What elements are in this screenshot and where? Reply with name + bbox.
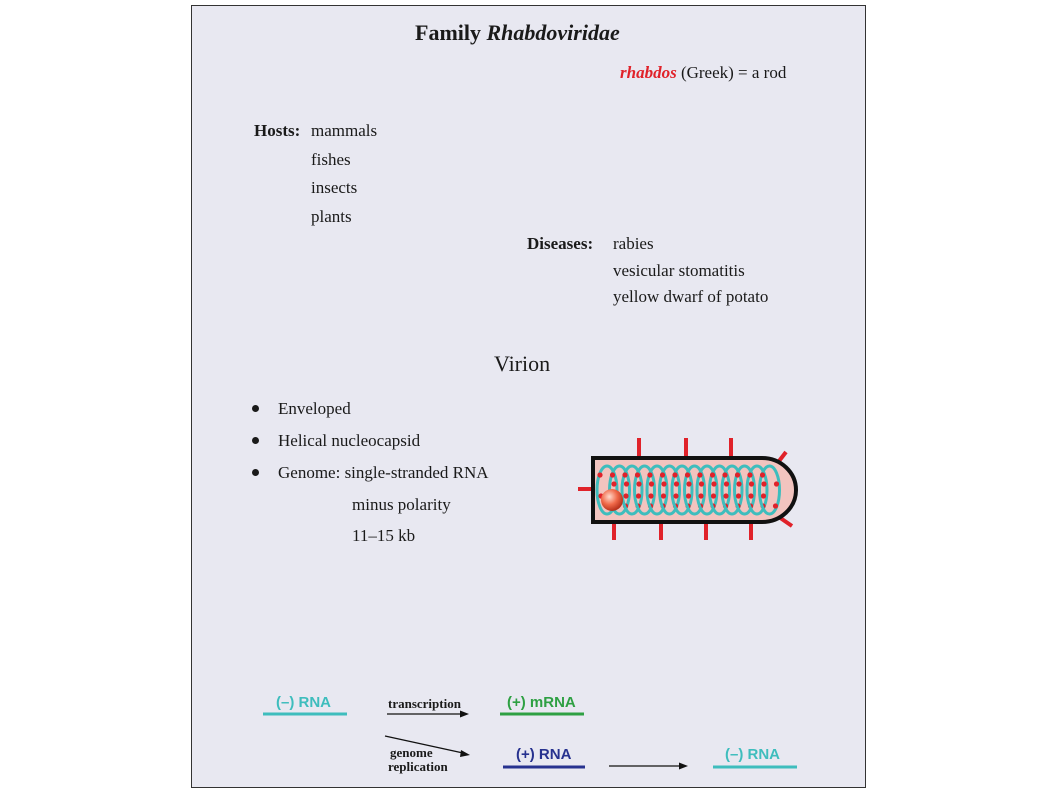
- nucleoprotein-dot: [672, 472, 678, 478]
- genome-label: genome: [390, 745, 433, 760]
- nucleoprotein-dot: [723, 493, 729, 499]
- nucleoprotein-dot: [609, 472, 616, 478]
- genome-size: 11–15 kb: [352, 526, 416, 545]
- nucleoprotein-dot: [722, 472, 728, 478]
- nucleoprotein-dot: [673, 493, 679, 499]
- bullet-dot: [252, 437, 259, 444]
- figure-panel: [191, 5, 866, 788]
- nucleoprotein-dot: [622, 472, 628, 478]
- nucleoprotein-dot: [748, 481, 755, 487]
- nucleoprotein-dot: [710, 493, 717, 499]
- family-prefix: Family: [415, 20, 481, 45]
- nucleoprotein-dot: [698, 481, 705, 487]
- polymerase-ball: [601, 489, 623, 511]
- minus-rna-label: (–) RNA: [276, 694, 331, 711]
- virion-bullet: Enveloped: [278, 399, 351, 418]
- host-item: insects: [311, 178, 358, 197]
- virion-heading: Virion: [494, 351, 551, 376]
- host-item: fishes: [311, 150, 351, 169]
- nucleoprotein-dot: [661, 481, 667, 487]
- disease-item: vesicular stomatitis: [613, 261, 745, 280]
- helix-turn: [695, 464, 719, 516]
- helix-turn: [708, 464, 731, 516]
- nucleocapsid-helix: [595, 464, 781, 516]
- etymology: rhabdos (Greek) = a rod: [620, 63, 786, 83]
- nucleoprotein-dot: [773, 481, 780, 487]
- nucleoprotein-dot: [711, 481, 717, 487]
- virion-bullet: Helical nucleocapsid: [278, 431, 421, 450]
- helix-turn: [670, 464, 694, 516]
- helix-turn: [720, 464, 744, 516]
- nucleoprotein-dot: [660, 493, 667, 499]
- helix-turn: [645, 464, 669, 516]
- transcription-label: transcription: [388, 696, 461, 711]
- nucleoprotein-dot: [759, 472, 766, 478]
- nucleoprotein-dot: [647, 472, 653, 478]
- helix-turn: [633, 464, 656, 516]
- hosts-label: Hosts:: [254, 121, 301, 140]
- bullet-dot: [252, 469, 259, 476]
- nucleoprotein-dot: [648, 481, 655, 487]
- nucleoprotein-dot: [735, 493, 742, 499]
- nucleoprotein-dot: [686, 481, 692, 487]
- nucleoprotein-dot: [685, 493, 692, 499]
- minus-rna-2-label: (–) RNA: [725, 746, 780, 763]
- nucleoprotein-dot: [723, 481, 730, 487]
- virion-bullet: Genome: single-stranded RNA: [278, 463, 489, 482]
- replication-arrow: [384, 735, 464, 754]
- disease-item: yellow dwarf of potato: [613, 287, 769, 306]
- genome-polarity: minus polarity: [352, 495, 451, 514]
- nucleoprotein-dot: [772, 503, 779, 509]
- disease-item: rabies: [613, 234, 654, 253]
- etymology-word: rhabdos: [620, 63, 677, 82]
- etymology-meaning: (Greek) = a rod: [680, 63, 787, 82]
- virion-envelope: [591, 456, 798, 524]
- nucleoprotein-dot: [736, 481, 742, 487]
- nucleoprotein-dot: [635, 493, 642, 499]
- nucleoprotein-dot: [648, 493, 654, 499]
- nucleoprotein-dot: [623, 481, 630, 487]
- glycoprotein-spikes: [578, 438, 794, 540]
- nucleoprotein-dot: [623, 493, 629, 499]
- nucleoprotein-dot: [748, 493, 754, 499]
- nucleoprotein-dot: [684, 472, 691, 478]
- plus-rna-label: (+) RNA: [516, 746, 572, 763]
- transcription-arrowhead: [460, 710, 469, 718]
- nucleoprotein-dot: [697, 472, 703, 478]
- nucleoprotein-dot: [659, 472, 666, 478]
- replication-arrowhead: [460, 750, 470, 757]
- bullet-dot: [252, 405, 259, 412]
- nucleoprotein-dot: [673, 481, 680, 487]
- host-item: mammals: [311, 121, 378, 140]
- diseases-label: Diseases:: [527, 234, 594, 253]
- nucleoprotein-dot: [634, 472, 641, 478]
- nucleoprotein-dot: [760, 493, 767, 499]
- nucleoprotein-dot: [698, 493, 704, 499]
- family-title: Family Rhabdoviridae: [415, 20, 620, 46]
- helix-turn: [733, 464, 756, 516]
- host-item: plants: [311, 207, 352, 226]
- helix-turn: [683, 464, 706, 516]
- helix-turn: [758, 464, 781, 516]
- helix-turn: [595, 464, 619, 516]
- nucleoprotein-dot: [734, 472, 741, 478]
- helix-turn: [620, 464, 644, 516]
- replication-label: replication: [388, 759, 448, 774]
- nucleoprotein-dot: [747, 472, 753, 478]
- helix-turn: [745, 464, 769, 516]
- nucleoprotein-dot: [709, 472, 716, 478]
- family-name: Rhabdoviridae: [486, 20, 620, 45]
- helix-turn: [658, 464, 681, 516]
- replication-2-arrowhead: [679, 762, 688, 770]
- plus-mrna-label: (+) mRNA: [507, 694, 576, 711]
- nucleoprotein-dot: [611, 481, 617, 487]
- nucleoprotein-dot: [597, 472, 603, 478]
- nucleoprotein-dot: [761, 481, 767, 487]
- nucleoprotein-dot: [636, 481, 642, 487]
